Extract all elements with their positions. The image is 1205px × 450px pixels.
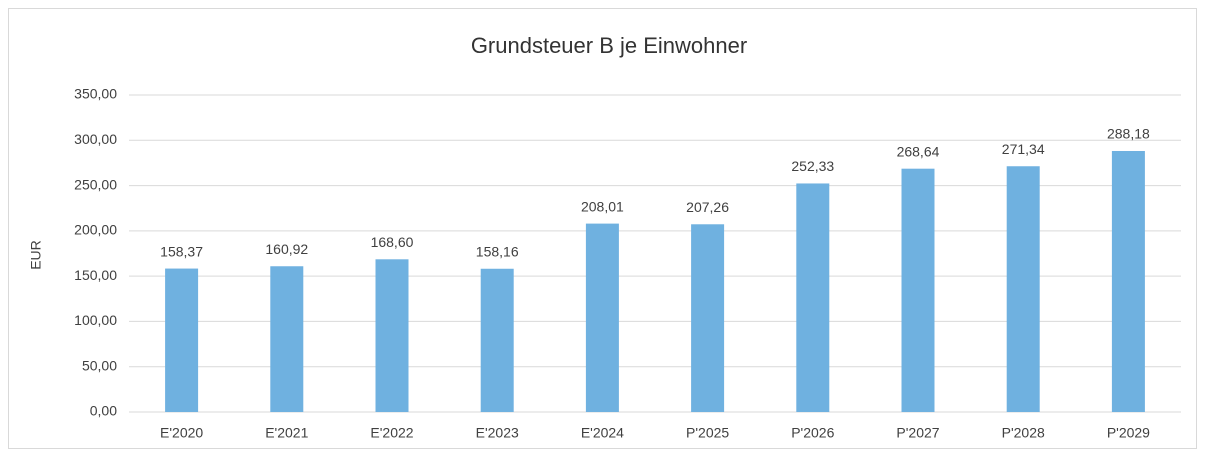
value-label: 252,33 — [791, 158, 834, 174]
value-label: 208,01 — [581, 198, 624, 214]
bar — [691, 224, 725, 412]
y-tick-label: 350,00 — [74, 86, 117, 102]
y-tick-label: 100,00 — [74, 312, 117, 328]
value-label: 160,92 — [265, 241, 308, 257]
bar — [270, 266, 304, 412]
x-tick-label: E'2023 — [476, 425, 519, 441]
x-tick-label: P'2029 — [1107, 425, 1150, 441]
x-tick-label: E'2020 — [160, 425, 203, 441]
value-label: 158,16 — [476, 243, 519, 259]
bar — [480, 268, 514, 412]
x-tick-label: E'2024 — [581, 425, 624, 441]
value-label: 168,60 — [371, 234, 414, 250]
y-tick-label: 0,00 — [90, 403, 117, 419]
bar — [585, 223, 619, 412]
y-tick-label: 250,00 — [74, 176, 117, 192]
x-tick-label: P'2028 — [1002, 425, 1045, 441]
x-tick-label: P'2025 — [686, 425, 729, 441]
bar — [796, 183, 830, 412]
value-label: 158,37 — [160, 243, 203, 259]
y-tick-label: 50,00 — [82, 357, 117, 373]
x-tick-label: E'2022 — [370, 425, 413, 441]
value-label: 207,26 — [686, 199, 729, 215]
x-tick-label: E'2021 — [265, 425, 308, 441]
y-tick-label: 200,00 — [74, 222, 117, 238]
bar — [1111, 150, 1145, 412]
chart-title: Grundsteuer B je Einwohner — [471, 33, 747, 58]
bar — [165, 268, 199, 412]
value-label: 271,34 — [1002, 141, 1045, 157]
x-tick-label: P'2026 — [791, 425, 834, 441]
y-tick-label: 150,00 — [74, 267, 117, 283]
value-label: 288,18 — [1107, 126, 1150, 142]
value-label: 268,64 — [897, 143, 940, 159]
x-tick-label: P'2027 — [896, 425, 939, 441]
bar — [375, 259, 409, 412]
bar — [1006, 166, 1040, 412]
y-axis-label: EUR — [28, 240, 44, 270]
bar — [901, 168, 935, 412]
y-tick-label: 300,00 — [74, 131, 117, 147]
